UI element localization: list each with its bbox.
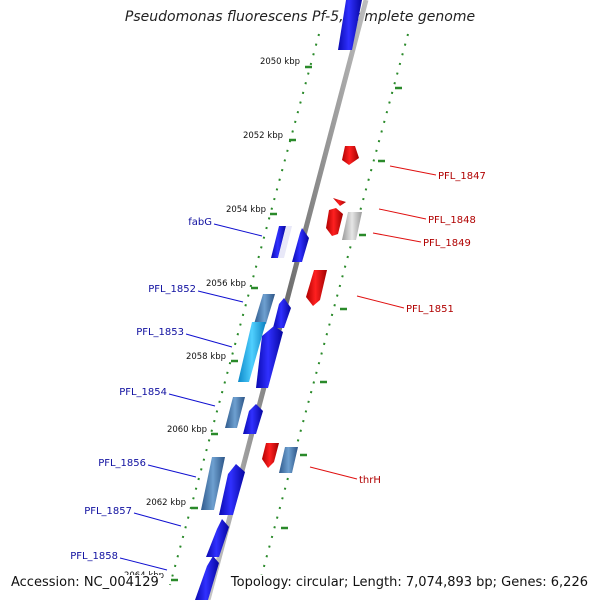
- leader-line: [378, 208, 427, 220]
- forward-gene-labels: fabG PFL_1852 PFL_1853 PFL_1854 PFL_1856…: [70, 217, 212, 562]
- gene-label-pfl-1847[interactable]: PFL_1847: [438, 171, 486, 182]
- gene-arrow-1858[interactable]: [195, 556, 219, 600]
- gene-arrow-1849-b[interactable]: [342, 212, 362, 240]
- tick-label: 2052 kbp: [243, 131, 283, 141]
- gene-label-fabg[interactable]: fabG: [188, 217, 212, 228]
- leader-line: [213, 223, 263, 237]
- leader-line: [389, 165, 437, 176]
- leader-line: [133, 512, 182, 527]
- gene-label-pfl-1848[interactable]: PFL_1848: [428, 215, 476, 226]
- tick-label: 2050 kbp: [260, 57, 300, 67]
- leader-line: [197, 290, 244, 303]
- tick-label: 2058 kbp: [186, 352, 226, 362]
- accession-text: Accession: NC_004129: [9, 575, 161, 590]
- tick-label: 2056 kbp: [206, 279, 246, 289]
- gene-label-pfl-1851[interactable]: PFL_1851: [406, 304, 454, 315]
- leader-line: [147, 464, 197, 478]
- map-title: Pseudomonas fluorescens Pf-5, complete g…: [124, 9, 476, 25]
- gene-arrow-1853-a[interactable]: [238, 322, 266, 382]
- reverse-genes: [262, 146, 362, 473]
- gene-arrow-top[interactable]: [338, 0, 362, 50]
- gene-label-pfl-1857[interactable]: PFL_1857: [84, 506, 132, 517]
- gene-label-pfl-1858[interactable]: PFL_1858: [70, 551, 118, 562]
- gene-arrow-1852-b[interactable]: [273, 298, 291, 328]
- gene-arrow-thrh-a[interactable]: [262, 443, 279, 468]
- gene-arrow-thrh-b[interactable]: [279, 447, 298, 473]
- leader-line: [372, 232, 422, 243]
- reverse-gene-labels: PFL_1847 PFL_1848 PFL_1849 PFL_1851 thrH: [359, 171, 486, 486]
- forward-genes: [195, 0, 362, 600]
- leader-line: [309, 466, 358, 480]
- gene-arrow-fabg-c[interactable]: [292, 228, 309, 262]
- tick-label: 2060 kbp: [167, 425, 207, 435]
- leader-line: [185, 333, 233, 348]
- leader-line: [119, 557, 168, 571]
- gene-label-pfl-1849[interactable]: PFL_1849: [423, 238, 471, 249]
- gene-arrow-1852-a[interactable]: [254, 294, 275, 324]
- genome-summary-text: Topology: circular; Length: 7,074,893 bp…: [228, 575, 590, 590]
- gene-arrow-1857[interactable]: [206, 519, 229, 557]
- gene-arrow-1856-b[interactable]: [219, 464, 245, 515]
- gene-arrow-1853-b[interactable]: [256, 326, 283, 388]
- gene-label-pfl-1852[interactable]: PFL_1852: [148, 284, 196, 295]
- gene-arrow-1849-a[interactable]: [326, 208, 343, 236]
- gene-arrow-1848[interactable]: [333, 198, 346, 206]
- label-leaders: [119, 165, 437, 571]
- tick-label: 2062 kbp: [146, 498, 186, 508]
- leader-line: [356, 295, 405, 309]
- gene-label-pfl-1856[interactable]: PFL_1856: [98, 458, 146, 469]
- gene-arrow-fabg-b[interactable]: [278, 226, 292, 258]
- outer-ring-left: [169, 33, 320, 586]
- gene-label-pfl-1854[interactable]: PFL_1854: [119, 387, 167, 398]
- tick-marks: [171, 65, 402, 582]
- gene-label-thrh[interactable]: thrH: [359, 475, 381, 486]
- gene-arrow-1854-b[interactable]: [243, 404, 263, 434]
- gene-arrow-1851[interactable]: [306, 270, 327, 306]
- gene-arrow-1856-a[interactable]: [201, 457, 225, 510]
- tick-label: 2054 kbp: [226, 205, 266, 215]
- gene-arrow-fabg-a[interactable]: [271, 226, 286, 258]
- gene-label-pfl-1853[interactable]: PFL_1853: [136, 327, 184, 338]
- gene-arrow-1847[interactable]: [342, 146, 359, 165]
- gene-arrow-1854-a[interactable]: [225, 397, 245, 428]
- leader-line: [168, 393, 216, 407]
